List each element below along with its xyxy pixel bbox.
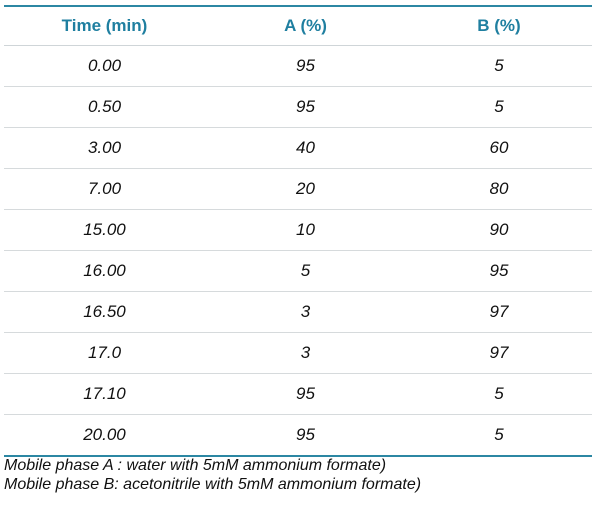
footnotes: Mobile phase A : water with 5mM ammonium… bbox=[4, 456, 421, 494]
cell-a-percent: 95 bbox=[205, 86, 406, 128]
cell-b-percent: 5 bbox=[406, 373, 592, 415]
cell-time: 20.00 bbox=[83, 425, 126, 444]
cell-b-percent: 97 bbox=[406, 291, 592, 333]
cell-time: 16.50 bbox=[4, 291, 205, 333]
header-row: Time (min) A (%) B (%) bbox=[4, 7, 592, 46]
cell-a-percent: 95 bbox=[205, 373, 406, 415]
cell-time: 17.0 bbox=[4, 332, 205, 374]
table-row: 0.50 95 5 bbox=[4, 86, 592, 128]
cell-time: 15.00 bbox=[4, 209, 205, 251]
cell-a-percent: 5 bbox=[205, 250, 406, 292]
gradient-table-container: Time (min) A (%) B (%) 0.00 95 5 0.50 95… bbox=[4, 5, 592, 457]
table-row: 16.00 5 95 bbox=[4, 250, 592, 292]
cell-time: 0.50 bbox=[4, 86, 205, 128]
header-time: Time (min) bbox=[4, 7, 205, 46]
table-body: 0.00 95 5 0.50 95 5 3.00 40 60 7.00 20 8… bbox=[4, 45, 592, 456]
cell-time: 0.00 bbox=[4, 45, 205, 87]
cell-b-percent: 60 bbox=[406, 127, 592, 169]
note-mobile-phase-b: Mobile phase B: acetonitrile with 5mM am… bbox=[4, 476, 422, 493]
table-bottom-rule bbox=[4, 455, 592, 457]
cell-a-percent: 95 bbox=[296, 425, 315, 444]
cell-time: 16.00 bbox=[4, 250, 205, 292]
cell-b-percent: 97 bbox=[406, 332, 592, 374]
cell-b-percent: 90 bbox=[406, 209, 592, 251]
note-mobile-phase-a: Mobile phase A : water with 5mM ammonium… bbox=[4, 457, 387, 474]
cell-a-percent: 10 bbox=[205, 209, 406, 251]
cell-b-percent: 5 bbox=[406, 86, 592, 128]
table-header: Time (min) A (%) B (%) bbox=[4, 7, 592, 46]
table-row: 16.50 3 97 bbox=[4, 291, 592, 333]
gradient-table: Time (min) A (%) B (%) 0.00 95 5 0.50 95… bbox=[4, 7, 592, 455]
header-b-percent: B (%) bbox=[406, 7, 592, 46]
cell-a-percent: 40 bbox=[205, 127, 406, 169]
table-row: 7.00 20 80 bbox=[4, 168, 592, 210]
table-row: 0.00 95 5 bbox=[4, 45, 592, 87]
cell-b-percent: 95 bbox=[406, 250, 592, 292]
cell-b-percent: 5 bbox=[406, 45, 592, 87]
table-row: 17.0 3 97 bbox=[4, 332, 592, 374]
table-row: 15.00 10 90 bbox=[4, 209, 592, 251]
cell-a-percent: 20 bbox=[205, 168, 406, 210]
cell-a-percent: 3 bbox=[205, 291, 406, 333]
cell-a-percent: 95 bbox=[205, 45, 406, 87]
cell-a-percent: 3 bbox=[205, 332, 406, 374]
table-row: 20.00 95 5 bbox=[4, 415, 592, 456]
cell-time: 3.00 bbox=[4, 127, 205, 169]
table-row: 17.10 95 5 bbox=[4, 373, 592, 415]
header-a-percent: A (%) bbox=[205, 7, 406, 46]
cell-time: 7.00 bbox=[4, 168, 205, 210]
table-row: 3.00 40 60 bbox=[4, 127, 592, 169]
cell-time: 17.10 bbox=[4, 373, 205, 415]
cell-b-percent: 5 bbox=[494, 425, 504, 444]
cell-b-percent: 80 bbox=[406, 168, 592, 210]
table-top-rule bbox=[4, 5, 592, 7]
